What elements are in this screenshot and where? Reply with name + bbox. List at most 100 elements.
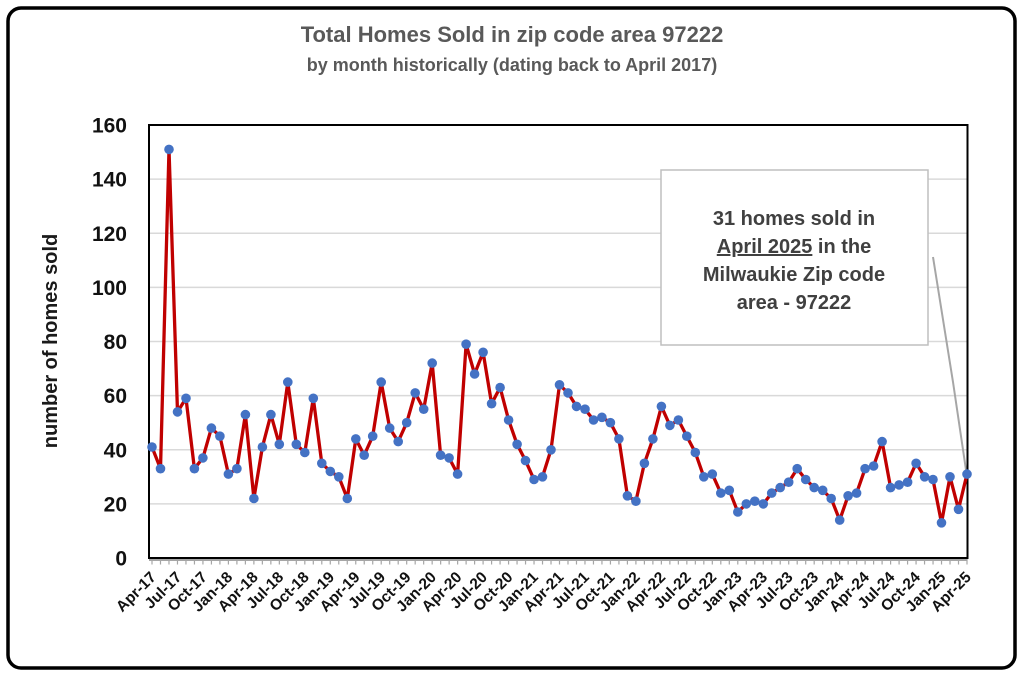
data-point-marker (249, 493, 259, 504)
data-point-marker (656, 401, 667, 412)
data-point-marker (682, 431, 692, 442)
data-point-marker (690, 447, 701, 458)
data-point-marker (529, 474, 539, 485)
data-point-marker (588, 415, 599, 425)
data-point-marker (181, 393, 191, 404)
data-point-marker (334, 472, 344, 482)
annotation-line-3: Milwaukie Zip code (703, 264, 885, 286)
data-point-marker (817, 485, 828, 496)
data-point-marker (716, 488, 726, 498)
data-point-marker (902, 477, 913, 488)
data-point-marker (300, 447, 310, 458)
data-point-marker (461, 339, 471, 350)
data-point-marker (198, 453, 208, 463)
data-point-marker (240, 409, 251, 420)
data-point-marker (469, 369, 480, 379)
data-point-marker (376, 377, 387, 387)
data-point-marker (317, 458, 327, 469)
data-point-marker (597, 412, 607, 423)
y-tick-label-140: 140 (92, 169, 127, 192)
annotation-line-1: 31 homes sold in (713, 208, 875, 230)
data-point-marker (503, 415, 514, 425)
annotation-box-frame (660, 169, 929, 346)
data-point-marker (325, 466, 336, 477)
data-point-marker (283, 377, 293, 387)
data-point-marker (809, 482, 819, 493)
data-point-marker (537, 472, 548, 482)
data-point-marker (478, 347, 488, 358)
data-point-marker (894, 480, 904, 490)
annotation-box: 31 homes sold in April 2025 in the Milwa… (660, 169, 929, 346)
y-tick-label-40: 40 (104, 439, 127, 462)
axis-ticks-layer (151, 559, 968, 565)
data-point-marker (351, 434, 361, 444)
data-point-marker (223, 469, 234, 479)
chart-title: Total Homes Sold in zip code area 97222 (301, 22, 724, 47)
data-point-marker (401, 417, 412, 428)
y-tick-label-120: 120 (92, 223, 127, 246)
y-tick-label-60: 60 (104, 385, 127, 408)
annotation-line-4: area - 97222 (737, 292, 852, 314)
y-tick-label-0: 0 (115, 548, 127, 571)
data-point-marker (452, 469, 463, 479)
data-point-marker (928, 474, 938, 485)
data-point-marker (919, 472, 930, 482)
data-point-marker (673, 415, 684, 425)
data-point-marker (418, 404, 429, 415)
callout-line (932, 256, 967, 471)
data-point-marker (766, 488, 777, 498)
data-point-marker (580, 404, 590, 415)
data-point-marker (155, 463, 166, 474)
data-point-marker (750, 496, 760, 507)
data-point-marker (367, 431, 378, 442)
chart-subtitle: by month historically (dating back to Ap… (307, 55, 717, 75)
data-point-marker (639, 458, 650, 469)
data-point-marker (512, 439, 522, 450)
data-point-marker (495, 382, 505, 393)
data-point-marker (444, 453, 454, 463)
data-point-marker (885, 482, 896, 493)
data-point-marker (936, 518, 947, 528)
data-point-marker (834, 515, 845, 525)
data-point-marker (215, 431, 225, 442)
data-point-marker (733, 507, 743, 517)
data-point-marker (911, 458, 921, 469)
data-point-marker (308, 393, 319, 404)
data-point-marker (877, 436, 887, 447)
data-point-marker (860, 463, 870, 474)
data-point-marker (707, 469, 718, 479)
y-tick-label-160: 160 (92, 115, 127, 138)
data-point-marker (631, 496, 641, 507)
data-series-layer (147, 144, 972, 528)
data-point-marker (257, 442, 268, 452)
y-tick-label-100: 100 (92, 277, 127, 300)
data-point-marker (164, 144, 174, 155)
data-point-marker (520, 455, 531, 466)
data-point-marker (614, 434, 624, 444)
annotation-line-2-rest: in the (812, 236, 871, 258)
data-point-marker (843, 491, 853, 501)
data-point-marker (274, 439, 285, 450)
data-point-marker (665, 420, 675, 431)
data-point-marker (359, 450, 370, 461)
data-point-marker (945, 472, 955, 482)
data-point-marker (563, 388, 573, 398)
data-point-marker (427, 358, 438, 368)
data-point-marker (758, 499, 769, 509)
annotation-line-2: April 2025 in the (717, 236, 872, 258)
data-point-marker (571, 401, 582, 412)
data-point-marker (189, 463, 200, 474)
data-point-marker (741, 499, 752, 509)
data-point-marker (648, 434, 658, 444)
data-point-marker (783, 477, 794, 488)
data-point-marker (962, 469, 972, 479)
data-point-marker (232, 463, 242, 474)
data-point-marker (172, 407, 183, 417)
data-point-marker (699, 472, 709, 482)
plot-area-border (148, 124, 969, 559)
data-point-marker (147, 442, 157, 452)
data-point-marker (486, 398, 497, 409)
data-point-marker (435, 450, 446, 461)
